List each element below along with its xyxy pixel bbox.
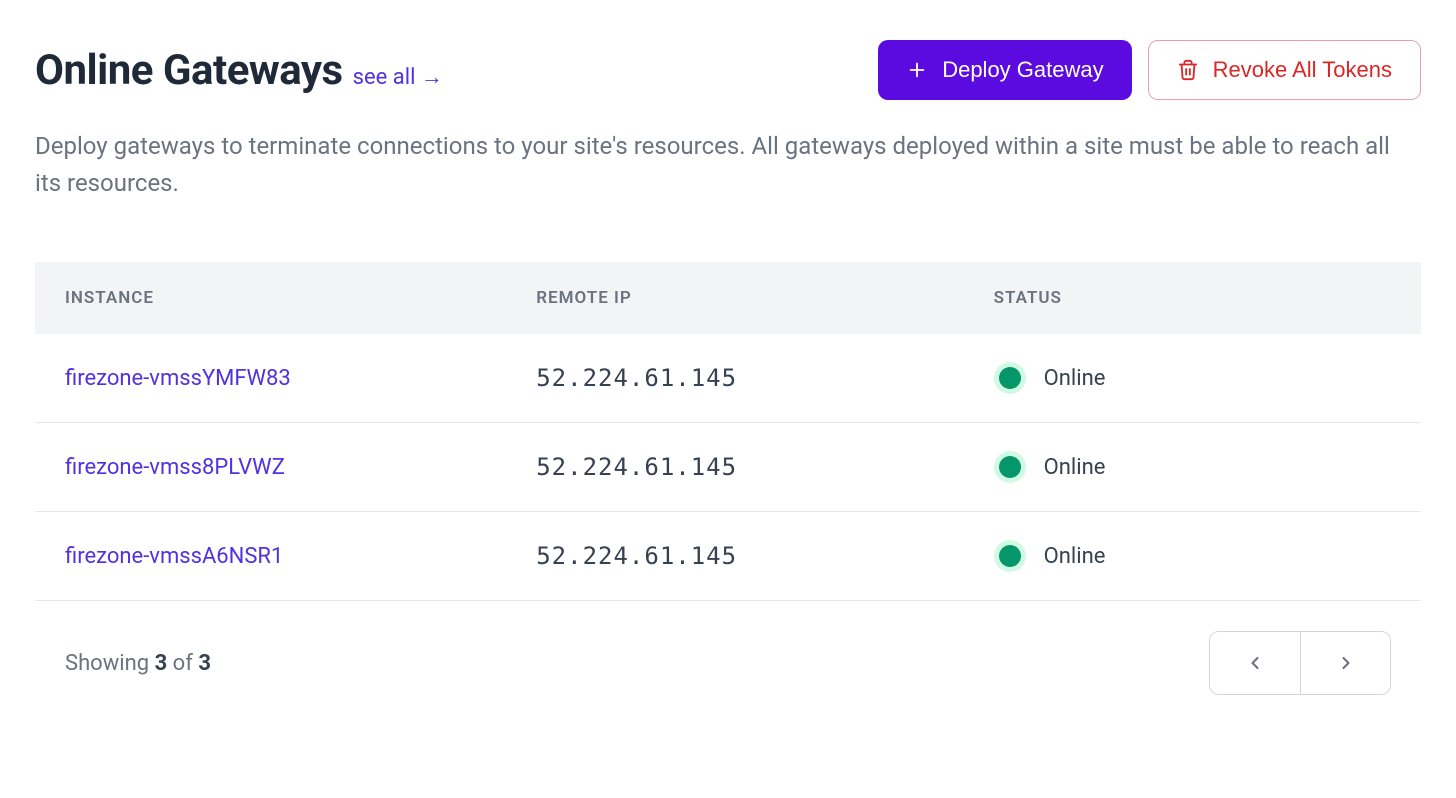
page-description: Deploy gateways to terminate connections… (35, 128, 1415, 202)
status-label: Online (1044, 455, 1106, 480)
deploy-gateway-button[interactable]: Deploy Gateway (878, 40, 1131, 100)
table-row: firezone-vmssA6NSR1 52.224.61.145 Online (35, 512, 1421, 601)
page-title: Online Gateways (35, 46, 343, 95)
pagination-controls (1209, 631, 1391, 695)
table-row: firezone-vmssYMFW83 52.224.61.145 Online (35, 334, 1421, 423)
status-label: Online (1044, 366, 1106, 391)
showing-count: 3 (155, 651, 168, 676)
plus-icon (906, 59, 928, 81)
showing-of: of (167, 651, 198, 676)
instance-link[interactable]: firezone-vmssYMFW83 (65, 366, 291, 391)
see-all-link[interactable]: see all → (353, 64, 443, 90)
column-header-instance: INSTANCE (35, 262, 506, 334)
next-page-button[interactable] (1300, 632, 1390, 694)
showing-prefix: Showing (65, 651, 155, 676)
status-cell: Online (994, 540, 1391, 572)
deploy-gateway-label: Deploy Gateway (942, 57, 1103, 83)
chevron-left-icon (1245, 653, 1265, 673)
table-header: INSTANCE REMOTE IP STATUS (35, 262, 1421, 334)
status-indicator (994, 362, 1026, 394)
prev-page-button[interactable] (1210, 632, 1300, 694)
footer-row: Showing 3 of 3 (35, 601, 1421, 695)
gateway-table: INSTANCE REMOTE IP STATUS firezone-vmssY… (35, 262, 1421, 601)
status-indicator (994, 451, 1026, 483)
header-row: Online Gateways see all → Deploy Gateway… (35, 40, 1421, 100)
status-label: Online (1044, 544, 1106, 569)
title-group: Online Gateways see all → (35, 46, 443, 95)
column-header-status: STATUS (964, 262, 1421, 334)
status-dot-icon (999, 545, 1021, 567)
instance-link[interactable]: firezone-vmssA6NSR1 (65, 544, 283, 569)
revoke-tokens-label: Revoke All Tokens (1213, 57, 1392, 83)
remote-ip: 52.224.61.145 (536, 453, 737, 481)
column-header-remote-ip: REMOTE IP (506, 262, 963, 334)
remote-ip: 52.224.61.145 (536, 364, 737, 392)
status-indicator (994, 540, 1026, 572)
button-group: Deploy Gateway Revoke All Tokens (878, 40, 1421, 100)
table-row: firezone-vmss8PLVWZ 52.224.61.145 Online (35, 423, 1421, 512)
status-dot-icon (999, 367, 1021, 389)
revoke-tokens-button[interactable]: Revoke All Tokens (1148, 40, 1421, 100)
chevron-right-icon (1336, 653, 1356, 673)
instance-link[interactable]: firezone-vmss8PLVWZ (65, 455, 285, 480)
table-body: firezone-vmssYMFW83 52.224.61.145 Online… (35, 334, 1421, 601)
status-cell: Online (994, 451, 1391, 483)
status-dot-icon (999, 456, 1021, 478)
showing-total: 3 (198, 651, 211, 676)
pagination-summary: Showing 3 of 3 (65, 651, 211, 676)
remote-ip: 52.224.61.145 (536, 542, 737, 570)
status-cell: Online (994, 362, 1391, 394)
trash-icon (1177, 59, 1199, 81)
